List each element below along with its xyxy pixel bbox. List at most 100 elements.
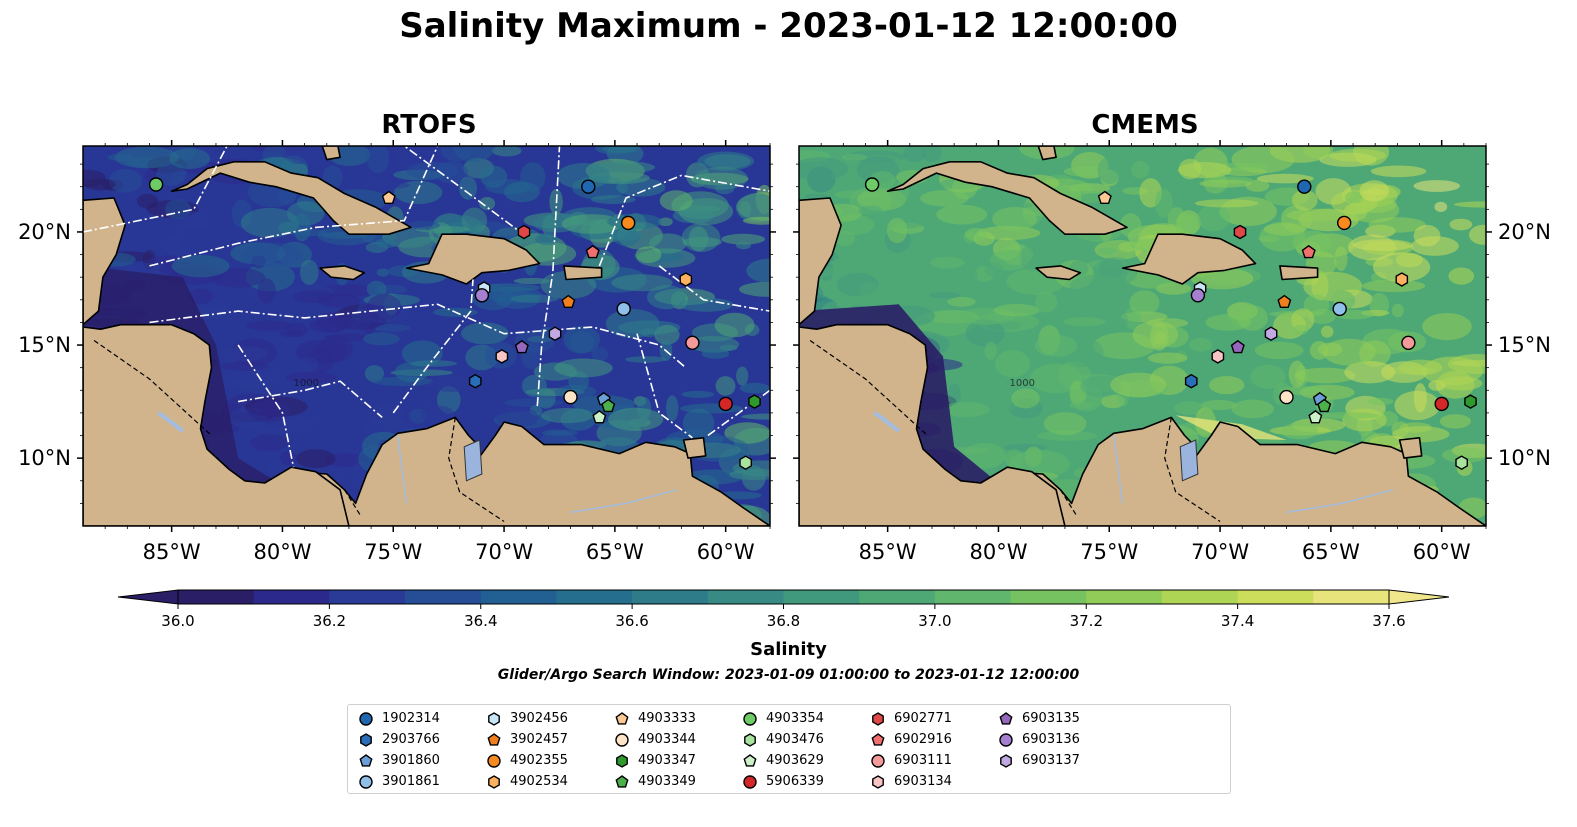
legend-marker-circle-icon — [743, 711, 757, 726]
land-puerto-rico — [1279, 265, 1319, 281]
land-bahamas — [321, 146, 341, 161]
float-3901861 — [1332, 301, 1347, 317]
lon-label: 80°W — [970, 540, 1028, 564]
legend-marker-circle-icon — [615, 732, 629, 747]
float-6903135 — [514, 339, 529, 354]
legend-label: 3902456 — [510, 711, 568, 726]
panel-frame — [798, 145, 1487, 527]
float-6903136 — [1190, 288, 1206, 303]
legend-marker — [872, 711, 884, 726]
float-6902771 — [1233, 224, 1247, 240]
float-6903136 — [474, 288, 490, 303]
legend-marker — [360, 732, 372, 747]
legend-marker-hexagon-icon — [872, 774, 884, 789]
legend-item-4903344: 4903344 — [614, 730, 696, 750]
float-4903333 — [1097, 190, 1112, 205]
colorbar-swatch — [1237, 590, 1314, 604]
legend-item-3902457: 3902457 — [486, 730, 568, 750]
colorbar-tick-label: 37.2 — [1070, 612, 1103, 630]
legend-item-4903476: 4903476 — [742, 730, 824, 750]
colorbar-swatch — [632, 590, 709, 604]
map-panel-cmems: 1000 — [799, 146, 1486, 526]
legend-label: 6903134 — [894, 774, 952, 789]
eez-boundary — [658, 265, 770, 312]
legend-marker-pentagon-icon — [615, 774, 629, 788]
eez-boundary — [237, 380, 383, 419]
legend-marker — [615, 732, 629, 747]
float-6903137 — [548, 326, 562, 342]
legend-label: 5906339 — [766, 774, 824, 789]
eez-boundary — [149, 146, 439, 267]
float-2903766 — [1184, 373, 1198, 389]
legend-marker-circle-icon — [487, 753, 501, 768]
panel-title-cmems: CMEMS — [1091, 110, 1199, 140]
float-4903333 — [381, 190, 396, 205]
land-jamaica — [319, 265, 366, 281]
legend-marker-pentagon-icon — [487, 732, 501, 746]
lon-label: 85°W — [143, 540, 201, 564]
legend-marker-hexagon-icon — [488, 711, 500, 726]
float-2903766 — [468, 373, 482, 389]
float-5906339 — [718, 396, 733, 412]
legend-label: 4902355 — [510, 753, 568, 768]
float-4903349 — [1317, 398, 1332, 413]
legend-marker — [871, 753, 885, 768]
legend-marker — [488, 774, 500, 789]
legend-item-4903333: 4903333 — [614, 709, 696, 729]
eez-boundary — [237, 344, 295, 468]
legend-marker-pentagon-icon — [615, 711, 629, 725]
legend-marker-circle-icon — [999, 732, 1013, 747]
float-4903344 — [563, 389, 578, 405]
lon-label: 70°W — [1191, 540, 1249, 564]
float-3902457 — [1277, 294, 1292, 308]
colorbar-swatch — [329, 590, 406, 604]
legend-marker-hexagon-icon — [360, 732, 372, 747]
legend-label: 6903136 — [1022, 732, 1080, 747]
search-window-text: Glider/Argo Search Window: 2023-01-09 01… — [497, 667, 1080, 683]
eez-boundary — [598, 174, 770, 267]
legend-marker — [744, 732, 756, 747]
border-line — [448, 417, 505, 523]
legend-label: 4903344 — [638, 732, 696, 747]
legend-label: 2903766 — [382, 732, 440, 747]
colorbar-swatch — [783, 590, 860, 604]
lake-maracaibo — [1179, 439, 1199, 482]
legend-marker — [872, 774, 884, 789]
legend-label: 6903135 — [1022, 711, 1080, 726]
border-line — [343, 489, 361, 516]
legend-label: 4902534 — [510, 774, 568, 789]
colorbar-tick-label: 37.4 — [1221, 612, 1254, 630]
legend-marker-circle-icon — [359, 774, 373, 789]
lat-label: 10°N — [1498, 446, 1551, 470]
legend-item-4902534: 4902534 — [486, 772, 568, 792]
colorbar-swatch — [178, 590, 255, 604]
legend-label: 6902771 — [894, 711, 952, 726]
legend-label: 4903347 — [638, 753, 696, 768]
legend-marker-hexagon-icon — [744, 732, 756, 747]
colorbar-swatch — [859, 590, 936, 604]
float-6903111 — [1401, 335, 1416, 350]
colorbar-extend-low — [117, 589, 179, 605]
legend-marker — [743, 753, 757, 767]
land-hispaniola — [1121, 233, 1257, 285]
legend-item-1902314: 1902314 — [358, 709, 440, 729]
float-4902355 — [1336, 215, 1352, 231]
lon-label: 75°W — [1080, 540, 1138, 564]
lake-nicaragua — [873, 411, 900, 433]
land-yucatan — [83, 197, 126, 326]
border-line — [809, 340, 928, 436]
river — [1286, 489, 1394, 514]
colorbar-tick-label: 36.8 — [767, 612, 800, 630]
colorbar-swatch — [253, 590, 330, 604]
eez-boundary — [83, 146, 228, 233]
lon-label: 80°W — [254, 540, 312, 564]
float-4902355 — [621, 215, 636, 231]
legend-item-4903349: 4903349 — [614, 772, 696, 792]
lat-label: 20°N — [18, 220, 71, 244]
lat-label: 15°N — [18, 333, 71, 357]
colorbar-swatch — [934, 590, 1012, 604]
legend-marker — [359, 753, 373, 767]
legend-marker-hexagon-icon — [1000, 753, 1012, 768]
float-6902771 — [517, 224, 531, 240]
float-3902457 — [561, 294, 576, 308]
